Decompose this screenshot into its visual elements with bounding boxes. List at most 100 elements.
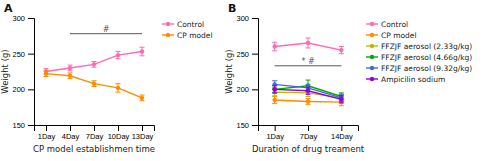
- y-axis-title: Weight (g): [0, 49, 10, 93]
- y-tick-label: 200: [236, 85, 249, 94]
- series-point: [116, 53, 120, 57]
- error-bar-cap: [272, 92, 277, 93]
- series: [272, 80, 344, 100]
- chart-root: 1Day 4Day 7Day 10Day13Day 150 200 250 300 CP mod…: [0, 0, 500, 161]
- error-bar: [272, 86, 277, 93]
- series-point: [272, 82, 276, 86]
- panel: 1Day7Day14Day150200250300Duration of dru…: [224, 2, 472, 154]
- legend-swatch-point: [370, 77, 374, 81]
- error-bar-cap: [140, 95, 145, 96]
- error-bar-cap: [140, 55, 145, 56]
- legend-label: CP model: [381, 31, 417, 40]
- series-point: [272, 87, 276, 91]
- legend-label: Control: [177, 20, 204, 29]
- error-bar: [306, 89, 311, 96]
- x-tick-label: 13Day: [132, 132, 154, 141]
- series-point: [140, 96, 144, 100]
- series-line: [275, 84, 342, 98]
- error-bar-cap: [272, 50, 277, 51]
- series-point: [92, 81, 96, 85]
- y-tick-label: 200: [12, 85, 25, 94]
- error-bar-cap: [140, 47, 145, 48]
- error-bar-cap: [306, 98, 311, 99]
- y-tick: 250: [12, 50, 34, 59]
- series: [44, 47, 145, 74]
- error-bar: [306, 38, 311, 48]
- y-axis-line: [28, 19, 35, 126]
- series-point: [306, 89, 310, 93]
- x-tick-label: 10Day: [108, 132, 130, 141]
- legend-swatch-point: [166, 22, 170, 26]
- error-bar-cap: [306, 37, 311, 38]
- y-tick: 150: [236, 121, 258, 130]
- series-point: [306, 99, 310, 103]
- error-bar-cap: [339, 94, 344, 95]
- significance-line: [70, 33, 142, 34]
- legend-swatch-point: [370, 33, 374, 37]
- error-bar-cap: [116, 83, 121, 84]
- x-tick: 4Day: [62, 125, 80, 141]
- y-axis: 150 200 250 300: [236, 14, 258, 130]
- error-bar: [306, 99, 311, 105]
- panel-title: A: [4, 2, 13, 15]
- error-bar: [116, 52, 121, 59]
- error-bar: [339, 94, 344, 101]
- y-axis-line: [252, 19, 259, 126]
- error-bar-cap: [306, 104, 311, 105]
- y-tick: 250: [236, 50, 258, 59]
- legend-item: CP model: [162, 31, 213, 40]
- x-tick-mark: [46, 125, 47, 131]
- error-bar-cap: [272, 42, 277, 43]
- y-tick-mark: [252, 125, 258, 126]
- legend-swatch-point: [370, 44, 374, 48]
- series-point: [44, 71, 48, 75]
- x-tick: 7Day: [86, 125, 104, 141]
- legend-label: CP model: [177, 31, 213, 40]
- error-bar: [92, 62, 97, 68]
- y-tick: 150: [12, 121, 34, 130]
- legend-swatch-point: [370, 66, 374, 70]
- series: [272, 81, 344, 102]
- x-tick: 10Day: [108, 125, 130, 141]
- error-bar-cap: [44, 76, 49, 77]
- x-axis-line: [259, 126, 359, 132]
- y-tick-mark: [28, 125, 34, 126]
- error-bar-cap: [92, 61, 97, 62]
- error-bar-cap: [306, 87, 311, 88]
- series-point: [68, 74, 72, 78]
- x-tick-label: 4Day: [62, 132, 80, 141]
- y-tick-label: 300: [236, 14, 249, 23]
- legend-item: Control: [162, 20, 204, 29]
- y-tick: 200: [236, 85, 258, 94]
- x-tick: 14Day: [331, 125, 353, 141]
- legend-label: Ampicilin sodium: [381, 75, 445, 84]
- error-bar-cap: [116, 92, 121, 93]
- error-bar: [339, 47, 344, 54]
- legend-label: FFZJF aerosol (2.33g/kg): [381, 42, 472, 51]
- x-tick-label: 1Day: [266, 132, 284, 141]
- x-axis: 1Day7Day14Day: [259, 125, 359, 141]
- series-line: [46, 74, 142, 98]
- x-tick: 1Day: [38, 125, 56, 141]
- error-bar-cap: [339, 94, 344, 95]
- legend-label: FFZJF aerosol (9.32g/kg): [381, 64, 472, 73]
- x-tick-label: 14Day: [331, 132, 353, 141]
- series: [272, 38, 344, 54]
- error-bar-cap: [339, 46, 344, 47]
- error-bar-cap: [68, 72, 73, 73]
- legend-item: Ampicilin sodium: [366, 75, 445, 84]
- series-point: [272, 44, 276, 48]
- error-bar-cap: [339, 53, 344, 54]
- x-tick-mark: [275, 125, 276, 131]
- error-bar: [140, 47, 145, 56]
- series-point: [272, 87, 276, 91]
- y-tick-mark: [28, 18, 34, 19]
- y-tick-label: 300: [12, 14, 25, 23]
- series-line: [275, 89, 342, 99]
- panel: 1Day 4Day 7Day 10Day13Day 150 200 250 300 CP mod…: [0, 2, 213, 154]
- panel-title: B: [228, 2, 236, 15]
- error-bar-cap: [92, 86, 97, 87]
- x-axis-title: CP model establishmen time: [33, 144, 155, 154]
- series: [44, 71, 145, 101]
- x-tick-label: 7Day: [86, 132, 104, 141]
